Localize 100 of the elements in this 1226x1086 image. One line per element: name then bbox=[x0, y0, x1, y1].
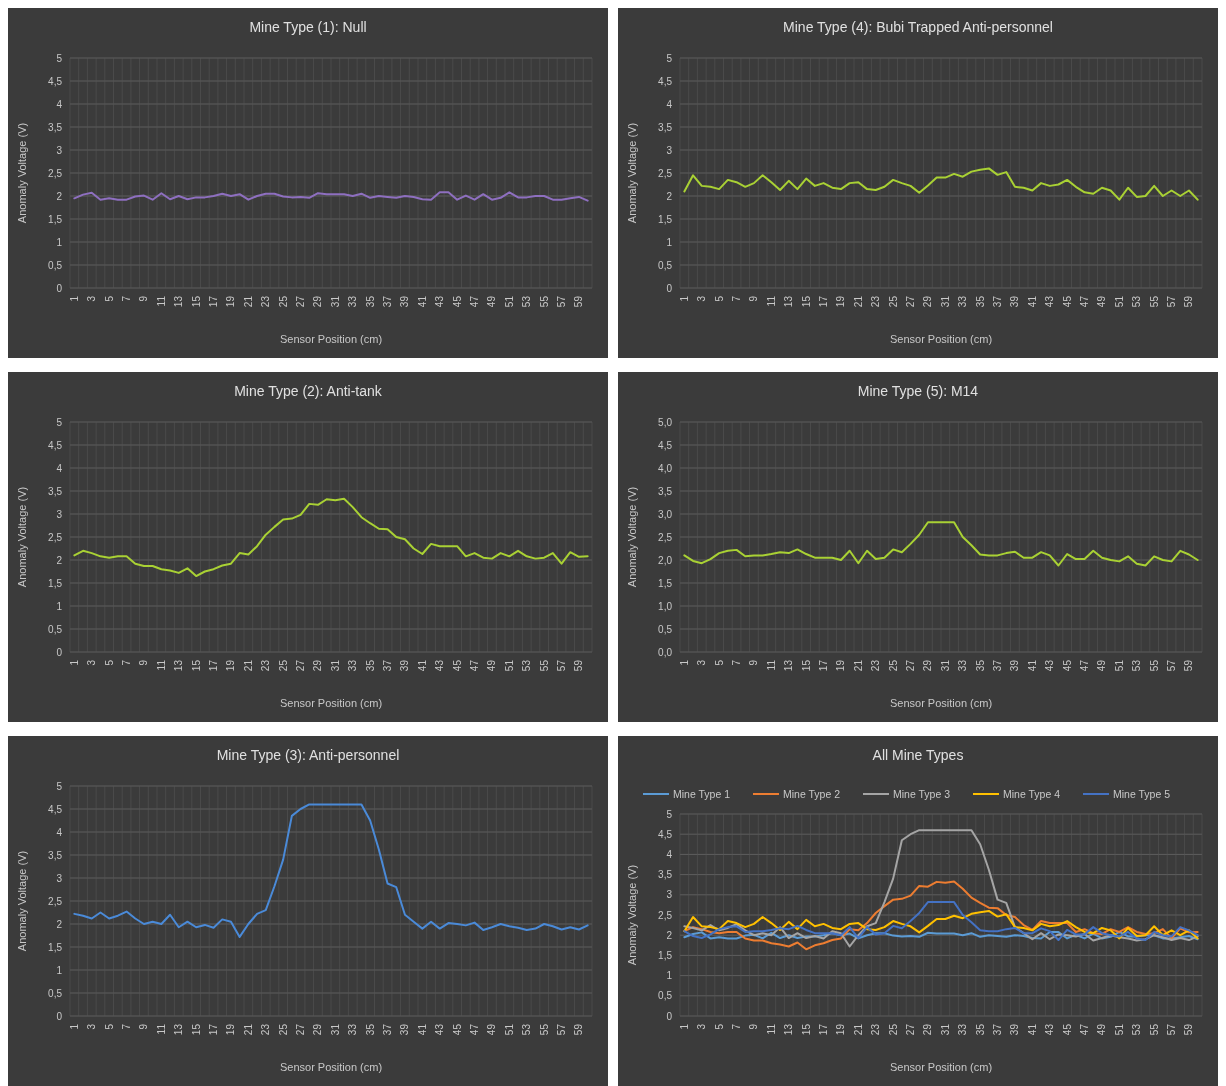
y-tick-label: 3,5 bbox=[48, 485, 63, 497]
chart-title: All Mine Types bbox=[872, 747, 964, 763]
x-tick-label: 47 bbox=[469, 1023, 481, 1036]
x-tick-label: 15 bbox=[190, 1023, 202, 1036]
y-tick-label: 2 bbox=[666, 929, 673, 941]
x-tick-label: 59 bbox=[573, 1023, 585, 1036]
x-tick-label: 35 bbox=[974, 295, 986, 308]
x-tick-label: 19 bbox=[835, 295, 847, 308]
y-tick-label: 2,5 bbox=[658, 531, 673, 543]
x-tick-label: 19 bbox=[835, 659, 847, 672]
x-tick-label: 17 bbox=[818, 295, 830, 308]
x-tick-label: 53 bbox=[1131, 295, 1143, 308]
line-series bbox=[683, 930, 1199, 941]
x-tick-label: 49 bbox=[1096, 659, 1108, 672]
y-tick-label: 4,5 bbox=[48, 439, 63, 451]
x-tick-label: 59 bbox=[1183, 295, 1195, 308]
y-tick-label: 1,0 bbox=[658, 600, 673, 612]
y-tick-label: 0 bbox=[666, 1010, 673, 1022]
x-tick-label: 9 bbox=[138, 1023, 150, 1030]
y-tick-label: 3 bbox=[56, 508, 63, 520]
x-tick-label: 45 bbox=[1061, 659, 1073, 672]
x-tick-label: 7 bbox=[121, 295, 133, 302]
x-tick-label: 29 bbox=[312, 295, 324, 308]
y-tick-label: 3,0 bbox=[658, 508, 673, 520]
x-tick-label: 25 bbox=[887, 659, 899, 672]
x-tick-label: 29 bbox=[312, 1023, 324, 1036]
x-tick-label: 3 bbox=[696, 659, 708, 666]
x-tick-label: 47 bbox=[469, 659, 481, 672]
chart-title: Mine Type (2): Anti-tank bbox=[234, 383, 383, 399]
x-tick-label: 35 bbox=[974, 1023, 986, 1036]
x-tick-label: 45 bbox=[451, 295, 463, 308]
x-tick-label: 1 bbox=[678, 295, 690, 302]
x-tick-label: 55 bbox=[1148, 1023, 1160, 1036]
x-tick-label: 43 bbox=[434, 659, 446, 672]
x-tick-label: 21 bbox=[242, 295, 254, 308]
line-series bbox=[683, 901, 1199, 942]
x-tick-label: 45 bbox=[1061, 295, 1073, 308]
x-tick-label: 31 bbox=[939, 295, 951, 308]
x-tick-label: 11 bbox=[155, 295, 167, 307]
x-axis-title: Sensor Position (cm) bbox=[889, 697, 993, 709]
x-tick-label: 43 bbox=[1044, 1023, 1056, 1036]
x-tick-label: 41 bbox=[1026, 295, 1038, 308]
y-tick-label: 0 bbox=[56, 646, 63, 658]
x-tick-label: 29 bbox=[312, 659, 324, 672]
x-tick-label: 25 bbox=[277, 659, 289, 672]
x-tick-label: 3 bbox=[86, 659, 98, 666]
x-tick-label: 53 bbox=[1131, 659, 1143, 672]
x-tick-label: 55 bbox=[538, 295, 550, 308]
x-tick-label: 17 bbox=[208, 1023, 220, 1036]
y-axis-title: Anomaly Voltage (V) bbox=[626, 864, 638, 966]
x-tick-label: 11 bbox=[765, 295, 777, 307]
y-tick-label: 2,5 bbox=[658, 909, 673, 921]
x-tick-label: 19 bbox=[225, 1023, 237, 1036]
x-tick-label: 57 bbox=[556, 1023, 568, 1036]
x-tick-label: 5 bbox=[713, 1023, 725, 1030]
y-tick-label: 3,5 bbox=[658, 485, 673, 497]
x-tick-label: 39 bbox=[399, 659, 411, 672]
x-tick-label: 15 bbox=[190, 295, 202, 308]
y-tick-label: 3 bbox=[666, 144, 673, 156]
x-tick-label: 3 bbox=[86, 295, 98, 302]
x-tick-label: 49 bbox=[1096, 295, 1108, 308]
y-tick-label: 2,5 bbox=[48, 895, 63, 907]
y-tick-label: 5 bbox=[666, 808, 673, 820]
x-tick-label: 59 bbox=[1183, 1023, 1195, 1036]
y-tick-label: 4 bbox=[56, 826, 63, 838]
x-tick-label: 51 bbox=[503, 1023, 515, 1036]
x-tick-label: 23 bbox=[870, 659, 882, 672]
x-tick-label: 23 bbox=[260, 659, 272, 672]
x-tick-label: 9 bbox=[138, 659, 150, 666]
x-tick-label: 25 bbox=[277, 295, 289, 308]
x-tick-label: 53 bbox=[521, 1023, 533, 1036]
x-tick-label: 27 bbox=[295, 295, 307, 308]
x-tick-label: 9 bbox=[748, 659, 760, 666]
x-tick-label: 35 bbox=[364, 659, 376, 672]
x-tick-label: 7 bbox=[731, 659, 743, 666]
x-tick-label: 43 bbox=[434, 1023, 446, 1036]
y-tick-label: 1,5 bbox=[48, 941, 63, 953]
x-tick-label: 7 bbox=[121, 659, 133, 666]
x-axis-title: Sensor Position (cm) bbox=[279, 697, 383, 709]
x-tick-label: 13 bbox=[783, 1023, 795, 1036]
legend-label: Mine Type 5 bbox=[1113, 787, 1171, 800]
x-tick-label: 27 bbox=[905, 659, 917, 672]
y-tick-label: 1,5 bbox=[658, 949, 673, 961]
y-tick-label: 4 bbox=[666, 848, 673, 860]
y-tick-label: 0,5 bbox=[48, 987, 63, 999]
x-tick-label: 53 bbox=[1131, 1023, 1143, 1036]
x-tick-label: 1 bbox=[678, 659, 690, 666]
x-tick-label: 25 bbox=[277, 1023, 289, 1036]
line-series bbox=[683, 880, 1199, 951]
y-tick-label: 2,5 bbox=[658, 167, 673, 179]
x-tick-label: 25 bbox=[887, 1023, 899, 1036]
x-tick-label: 41 bbox=[416, 295, 428, 308]
x-tick-label: 11 bbox=[155, 1023, 167, 1035]
line-series bbox=[73, 191, 589, 202]
y-tick-label: 3,5 bbox=[658, 869, 673, 881]
y-tick-label: 0 bbox=[56, 1010, 63, 1022]
x-tick-label: 49 bbox=[1096, 1023, 1108, 1036]
y-tick-label: 2 bbox=[666, 190, 673, 202]
x-tick-label: 37 bbox=[382, 1023, 394, 1036]
y-tick-label: 4,5 bbox=[48, 75, 63, 87]
